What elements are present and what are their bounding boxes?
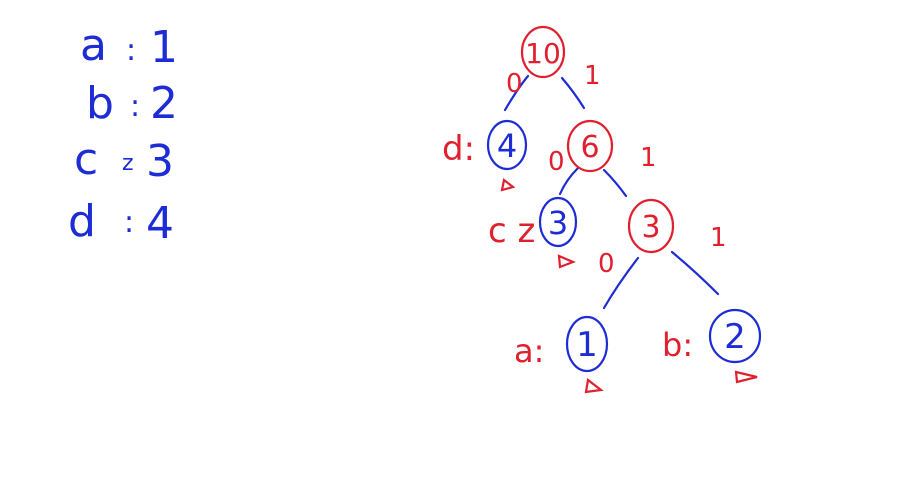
leaf-b-label: b: bbox=[662, 326, 693, 364]
symbol-a: a bbox=[80, 20, 107, 71]
symbol-c: c bbox=[74, 134, 98, 185]
node-n3i: 3 bbox=[627, 198, 675, 254]
leaf-d-marker-icon bbox=[500, 178, 516, 192]
edge-n3i-b bbox=[670, 250, 720, 296]
leaf-d-circle bbox=[486, 119, 528, 171]
leaf-b: b: 2 bbox=[662, 308, 762, 384]
edge-labels: 0 1 0 1 0 1 bbox=[506, 61, 727, 279]
edge-label-n6-c: 0 bbox=[548, 147, 565, 177]
leaf-c-value: 3 bbox=[548, 204, 568, 242]
separator-c: z bbox=[122, 151, 134, 176]
edge-n6-n3i bbox=[602, 168, 628, 198]
edge-label-root-d: 0 bbox=[506, 69, 523, 99]
count-d: 4 bbox=[146, 198, 174, 249]
count-c: 3 bbox=[146, 136, 174, 187]
node-n6-value: 6 bbox=[580, 130, 599, 165]
leaf-b-circle bbox=[708, 308, 762, 364]
frequency-row-b: b : 2 bbox=[86, 78, 178, 129]
leaf-b-marker-icon bbox=[734, 370, 758, 384]
leaf-a-label: a: bbox=[514, 332, 544, 370]
node-n6: 6 bbox=[566, 119, 614, 173]
symbol-b: b bbox=[86, 78, 114, 129]
node-n3i-value: 3 bbox=[641, 210, 660, 245]
frequency-table: a : 1 b : 2 c z 3 d : 4 bbox=[68, 20, 178, 249]
node-root-circle bbox=[520, 25, 566, 79]
count-b: 2 bbox=[150, 78, 178, 129]
edge-root-n6 bbox=[560, 76, 586, 110]
edge-label-n6-n3i: 1 bbox=[640, 143, 657, 173]
separator-a: : bbox=[126, 33, 136, 68]
leaf-nodes: d: 4 c z 3 a: 1 b: 2 bbox=[442, 119, 762, 394]
leaf-d-label: d: bbox=[442, 129, 475, 169]
leaf-a-value: 1 bbox=[576, 325, 598, 365]
leaf-a: a: 1 bbox=[514, 315, 609, 394]
node-n3i-circle bbox=[627, 198, 675, 254]
leaf-b-value: 2 bbox=[724, 317, 746, 357]
node-root: 10 bbox=[520, 25, 566, 79]
edge-label-n3i-a: 0 bbox=[598, 249, 615, 279]
leaf-d: d: 4 bbox=[442, 119, 528, 192]
edge-root-d bbox=[503, 74, 530, 112]
leaf-c-marker-icon bbox=[557, 254, 576, 269]
node-n6-circle bbox=[566, 119, 614, 173]
leaf-d-value: 4 bbox=[497, 127, 517, 165]
edge-label-root-n6: 1 bbox=[584, 61, 601, 91]
edge-n3i-a bbox=[602, 256, 640, 310]
leaf-c-label: c z bbox=[488, 211, 535, 251]
count-a: 1 bbox=[150, 22, 178, 73]
node-root-value: 10 bbox=[525, 37, 561, 70]
separator-b: : bbox=[130, 89, 140, 124]
separator-d: : bbox=[124, 205, 134, 240]
frequency-row-a: a : 1 bbox=[80, 20, 178, 73]
leaf-a-marker-icon bbox=[584, 378, 604, 394]
leaf-a-circle bbox=[565, 315, 609, 373]
edge-label-n3i-b: 1 bbox=[710, 223, 727, 253]
frequency-row-d: d : 4 bbox=[68, 196, 174, 249]
edge-n6-c bbox=[558, 166, 580, 196]
tree-edges bbox=[503, 74, 720, 310]
frequency-row-c: c z 3 bbox=[74, 134, 174, 187]
leaf-c-circle bbox=[538, 196, 578, 248]
leaf-c: c z 3 bbox=[488, 196, 578, 269]
symbol-d: d bbox=[68, 196, 96, 247]
internal-nodes: 10 6 3 bbox=[520, 25, 675, 254]
